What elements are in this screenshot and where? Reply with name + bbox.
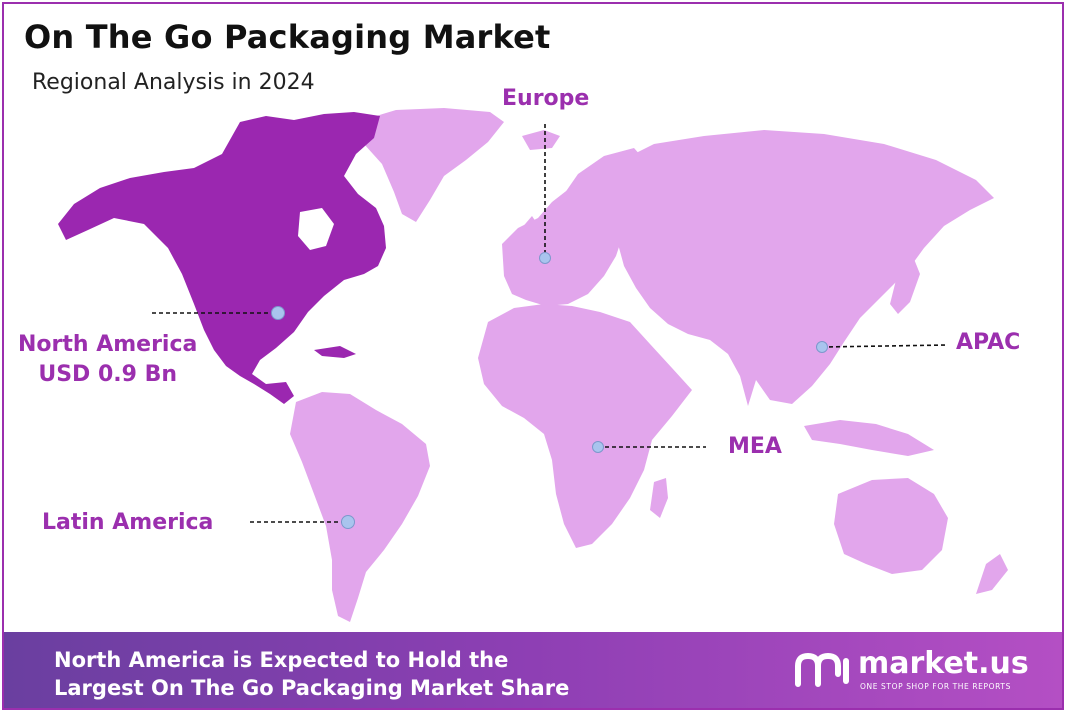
new-zealand-shape [976,554,1008,594]
brand-tagline: ONE STOP SHOP FOR THE REPORTS [860,682,1011,691]
madagascar-shape [650,478,668,518]
brand-name: market.us [858,646,1029,681]
apac-leader-line [821,344,949,348]
latin-america-marker [341,515,355,529]
africa-shape [478,304,692,548]
latin-america-label: Latin America [42,510,214,535]
british-isles-shape [520,216,540,254]
north-america-shape [58,112,386,404]
footer-line-2: Largest On The Go Packaging Market Share [54,676,570,700]
footer-banner: North America is Expected to Hold the La… [4,632,1062,708]
north-america-label: North America [18,332,198,357]
apac-marker [816,341,828,353]
north-america-label-group: North America USD 0.9 Bn [18,330,197,390]
page-title: On The Go Packaging Market [24,18,551,56]
hudson-bay-shape [298,208,334,250]
south-america-shape [290,392,430,622]
caribbean-shape [314,346,356,358]
europe-marker [539,252,551,264]
page-subtitle: Regional Analysis in 2024 [32,70,315,95]
mea-label: MEA [728,434,782,459]
greenland-shape [356,108,504,222]
asia-shape [614,130,994,406]
southeast-asia-shape [804,420,934,456]
japan-shape [890,254,920,314]
north-america-marker [271,306,285,320]
footer-line-1: North America is Expected to Hold the [54,648,509,672]
north-america-value: USD 0.9 Bn [38,362,178,387]
apac-label: APAC [956,330,1021,355]
brand-logo: market.us ONE STOP SHOP FOR THE REPORTS [794,646,1044,694]
europe-label: Europe [502,86,590,111]
footer-message: North America is Expected to Hold the La… [54,646,569,702]
world-map [58,108,1008,622]
market-us-logo-icon [795,652,849,687]
mea-marker [592,441,604,453]
iceland-shape [522,130,560,150]
europe-shape [502,170,634,306]
australia-shape [834,478,948,574]
